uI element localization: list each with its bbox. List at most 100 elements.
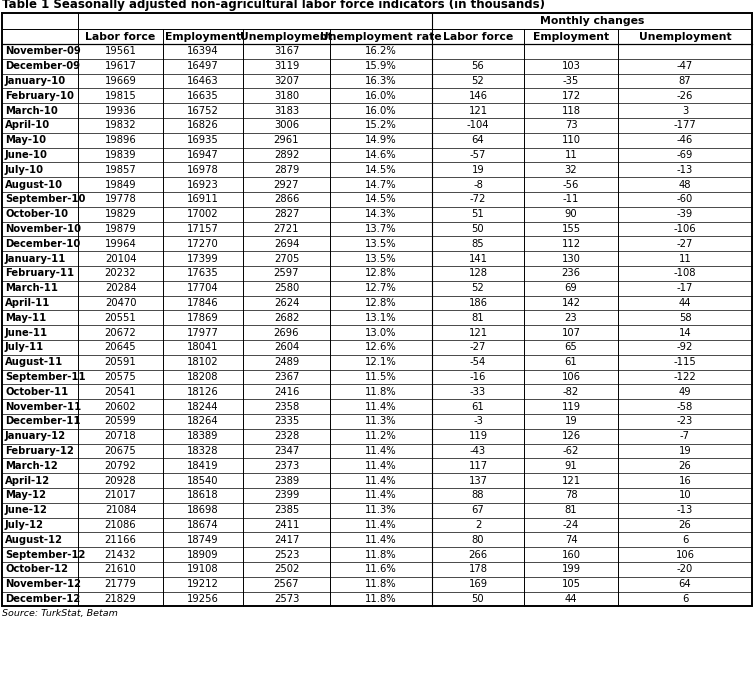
Text: 11.2%: 11.2% [365,431,397,441]
Text: 130: 130 [562,254,581,264]
Text: 20602: 20602 [104,402,136,412]
Text: 10: 10 [679,491,691,501]
Text: 19964: 19964 [104,239,136,249]
Text: February-11: February-11 [5,269,74,279]
Text: 2892: 2892 [274,150,299,160]
Text: 14.5%: 14.5% [365,194,397,205]
Text: 2567: 2567 [274,579,299,589]
Text: 11.4%: 11.4% [365,446,397,456]
Text: September-12: September-12 [5,550,85,560]
Text: 2624: 2624 [274,298,299,308]
Text: 2502: 2502 [274,565,299,574]
Text: 26: 26 [679,461,692,471]
Text: 16: 16 [679,476,692,486]
Text: 21166: 21166 [104,535,136,545]
Text: 20575: 20575 [104,372,136,382]
Text: -57: -57 [469,150,486,160]
Text: 13.5%: 13.5% [365,239,397,249]
Text: 2367: 2367 [274,372,299,382]
Text: 16923: 16923 [187,180,219,190]
Text: -17: -17 [677,283,693,293]
Text: 21610: 21610 [104,565,136,574]
Text: 19256: 19256 [187,594,219,604]
Text: 20232: 20232 [104,269,136,279]
Text: 19: 19 [565,417,578,427]
Text: 18041: 18041 [187,343,218,353]
Text: -104: -104 [466,120,489,131]
Text: 11.4%: 11.4% [365,520,397,530]
Text: 16947: 16947 [187,150,219,160]
Text: November-11: November-11 [5,402,81,412]
Text: -122: -122 [674,372,696,382]
Text: 117: 117 [469,461,488,471]
Text: 50: 50 [472,224,485,234]
Text: 81: 81 [565,505,578,516]
Text: May-10: May-10 [5,135,46,145]
Text: 16826: 16826 [187,120,219,131]
Text: 3167: 3167 [274,46,299,57]
Text: 18208: 18208 [187,372,218,382]
Text: 17399: 17399 [187,254,219,264]
Text: Employment: Employment [165,32,241,42]
Text: 16497: 16497 [187,61,219,71]
Text: 12.8%: 12.8% [365,298,397,308]
Text: 81: 81 [472,313,485,323]
Text: April-11: April-11 [5,298,51,308]
Text: 2694: 2694 [274,239,299,249]
Text: December-12: December-12 [5,594,80,604]
Text: December-10: December-10 [5,239,80,249]
Text: 18126: 18126 [187,387,219,397]
Text: 20591: 20591 [104,357,136,367]
Text: 44: 44 [565,594,578,604]
Text: 2827: 2827 [274,209,299,219]
Text: 88: 88 [472,491,485,501]
Text: 21017: 21017 [104,491,136,501]
Text: -54: -54 [470,357,486,367]
Text: 16.2%: 16.2% [365,46,397,57]
Text: 19669: 19669 [104,76,136,86]
Text: 64: 64 [679,579,691,589]
Text: 19: 19 [472,165,485,175]
Text: July-11: July-11 [5,343,45,353]
Text: 11.4%: 11.4% [365,491,397,501]
Text: 19896: 19896 [104,135,136,145]
Text: 13.7%: 13.7% [365,224,397,234]
Text: 126: 126 [562,431,581,441]
Text: 20792: 20792 [104,461,136,471]
Text: 121: 121 [562,476,581,486]
Text: -27: -27 [469,343,486,353]
Text: 18909: 18909 [187,550,218,560]
Text: 2389: 2389 [274,476,299,486]
Text: -92: -92 [677,343,693,353]
Text: 11.8%: 11.8% [365,550,397,560]
Text: 186: 186 [469,298,488,308]
Text: 14.7%: 14.7% [365,180,397,190]
Text: 17846: 17846 [187,298,218,308]
Text: 69: 69 [565,283,578,293]
Text: June-10: June-10 [5,150,48,160]
Text: Monthly changes: Monthly changes [540,16,644,26]
Text: August-12: August-12 [5,535,63,545]
Text: -62: -62 [562,446,579,456]
Text: 56: 56 [472,61,485,71]
Text: May-12: May-12 [5,491,46,501]
Text: 6: 6 [682,535,688,545]
Text: 11.4%: 11.4% [365,402,397,412]
Text: 199: 199 [562,565,581,574]
Text: 11.3%: 11.3% [365,417,397,427]
Text: 23: 23 [565,313,578,323]
Text: 78: 78 [565,491,578,501]
Text: 118: 118 [562,106,581,116]
Text: 20470: 20470 [105,298,136,308]
Text: 49: 49 [679,387,691,397]
Text: 19108: 19108 [187,565,218,574]
Text: 146: 146 [469,91,488,101]
Text: August-10: August-10 [5,180,63,190]
Text: 18540: 18540 [187,476,218,486]
Text: 50: 50 [472,594,485,604]
Text: 142: 142 [562,298,581,308]
Text: Source: TurkStat, Betam: Source: TurkStat, Betam [2,609,118,618]
Text: 90: 90 [565,209,578,219]
Text: -82: -82 [563,387,579,397]
Text: -39: -39 [677,209,693,219]
